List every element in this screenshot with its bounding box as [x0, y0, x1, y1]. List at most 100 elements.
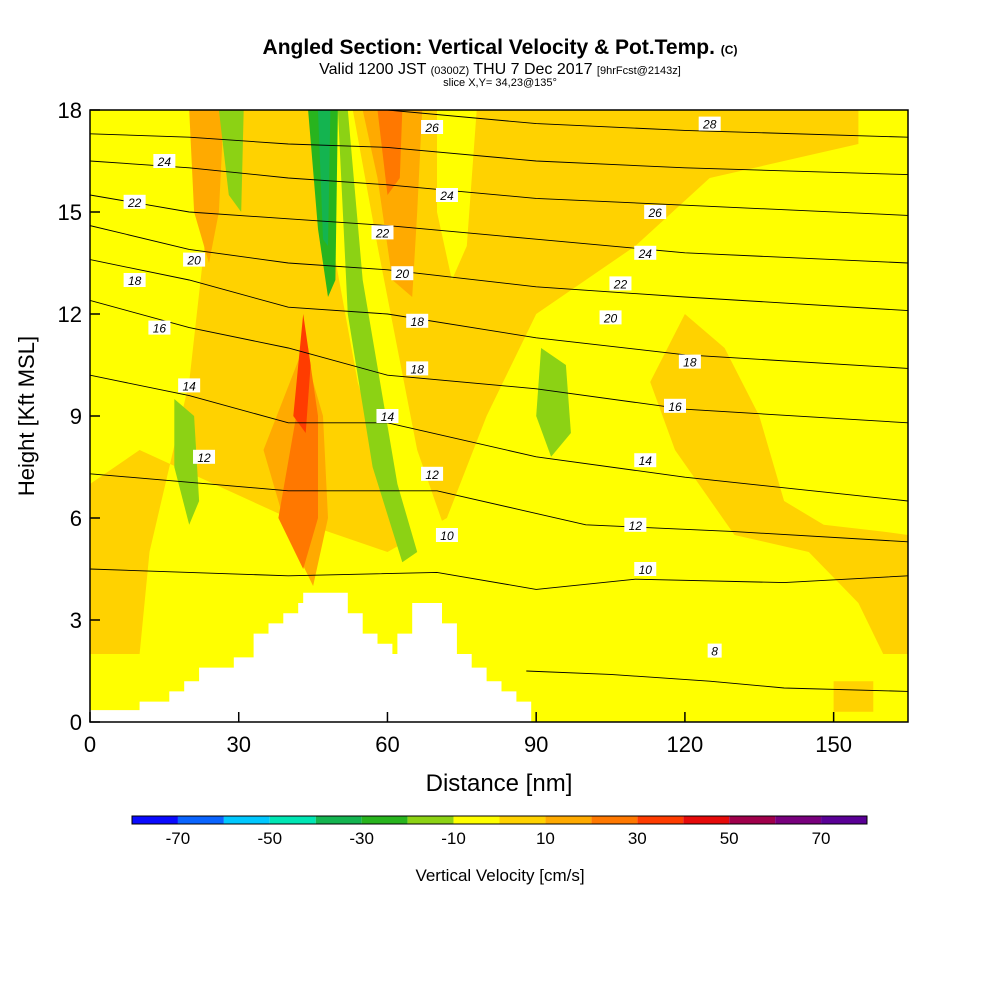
- theta-contour: [90, 225, 908, 312]
- contour-label-bg: [435, 188, 458, 202]
- x-tick-label: 150: [815, 732, 852, 757]
- contour-label-bg: [183, 252, 206, 267]
- contour-label-bg: [406, 361, 429, 376]
- contour-label: 12: [629, 519, 643, 533]
- y-tick-label: 18: [58, 98, 82, 123]
- colorbar-tick-label: 50: [720, 829, 739, 848]
- y-axis-label: Height [Kft MSL]: [14, 336, 39, 496]
- contour-label-bg: [178, 378, 201, 393]
- contour-label: 10: [639, 563, 653, 577]
- colorbar-swatch: [545, 816, 592, 824]
- contour-label: 26: [647, 206, 662, 220]
- colorbar-swatch: [637, 816, 684, 824]
- x-tick-label: 30: [226, 732, 250, 757]
- contour-label-bg: [678, 354, 701, 369]
- colorbar-tick-label: 70: [812, 829, 831, 848]
- colorbar-tick-label: -70: [166, 829, 191, 848]
- y-tick-label: 0: [70, 710, 82, 735]
- theta-contour: [387, 110, 908, 138]
- contour-label: 22: [613, 277, 628, 291]
- colorbar-tick-label: 10: [536, 829, 555, 848]
- contour-label: 26: [424, 121, 439, 135]
- contour-label-bg: [707, 643, 722, 658]
- velocity-region: [318, 110, 331, 246]
- contour-label: 18: [128, 274, 142, 288]
- colorbar-swatch: [775, 816, 822, 824]
- colorbar-swatch: [407, 816, 454, 824]
- velocity-region: [536, 348, 571, 457]
- contour-label: 12: [197, 451, 211, 465]
- contour-label: 18: [411, 362, 425, 376]
- title-text: Angled Section: Vertical Velocity & Pot.…: [262, 36, 715, 59]
- theta-contour: [526, 670, 908, 692]
- contour-label: 14: [182, 379, 196, 393]
- contour-label: 18: [683, 356, 697, 370]
- velocity-region: [278, 348, 318, 569]
- velocity-region: [174, 399, 200, 525]
- velocity-region: [218, 110, 244, 212]
- contour-label: 24: [157, 155, 172, 169]
- contour-label-bg: [634, 453, 657, 468]
- y-tick-label: 6: [70, 506, 82, 531]
- plot-area: 8 10 12 14 16 18 20 22 24 26 28 24 22 20 18 16 14 12 22 20 1…: [90, 110, 908, 722]
- colorbar-tick-label: -50: [258, 829, 283, 848]
- colorbar-tick-label: 30: [628, 829, 647, 848]
- contour-label: 24: [638, 247, 653, 261]
- colorbar-swatch: [683, 816, 730, 824]
- terrain: [90, 592, 908, 722]
- contour-label-bg: [391, 266, 414, 281]
- colorbar-label: Vertical Velocity [cm/s]: [415, 866, 584, 885]
- colorbar-swatch: [591, 816, 638, 824]
- contour-label: 24: [439, 189, 454, 203]
- y-tick-label: 12: [58, 302, 82, 327]
- contour-label-bg: [435, 528, 458, 542]
- contour-label-bg: [634, 245, 657, 260]
- velocity-region: [95, 565, 135, 644]
- contour-label-bg: [153, 154, 176, 168]
- colorbar-swatch: [132, 816, 178, 824]
- contour-label-bg: [406, 313, 429, 328]
- chart-subtitle: Valid 1200 JST (0300Z) THU 7 Dec 2017 [9…: [0, 61, 1000, 79]
- velocity-region: [362, 110, 423, 297]
- valid-utc: (0300Z): [430, 65, 470, 77]
- contour-label-bg: [634, 562, 657, 576]
- contour-label-bg: [599, 310, 622, 325]
- forecast-info: [9hrFcst@2143z]: [596, 65, 681, 77]
- valid-date: THU 7 Dec 2017: [473, 61, 593, 78]
- contour-label: 16: [668, 400, 682, 414]
- colorbar-tick-label: -30: [349, 829, 374, 848]
- contour-label-bg: [371, 225, 394, 240]
- contour-label: 28: [702, 118, 717, 132]
- y-tick-label: 9: [70, 404, 82, 429]
- velocity-region: [293, 314, 311, 433]
- velocity-region: [833, 681, 874, 712]
- colorbar-swatch: [821, 816, 867, 824]
- contour-label: 18: [411, 315, 425, 329]
- colorbar-swatch: [269, 816, 316, 824]
- contour-label: 14: [639, 454, 653, 468]
- colorbar-frame: [131, 815, 868, 825]
- contour-label-bg: [663, 398, 686, 413]
- contour-label: 8: [711, 645, 718, 659]
- velocity-region: [650, 314, 908, 654]
- contour-label: 20: [603, 311, 618, 325]
- contour-label-bg: [644, 205, 667, 219]
- x-tick-label: 120: [667, 732, 704, 757]
- contour-label-bg: [123, 273, 146, 287]
- colorbar-tick-label: -10: [441, 829, 466, 848]
- y-tick-label: 3: [70, 608, 82, 633]
- contour-label: 22: [127, 196, 142, 210]
- y-tick-label: 15: [58, 200, 82, 225]
- velocity-region: [377, 110, 403, 195]
- contour-label: 14: [381, 410, 395, 424]
- theta-contour: [90, 133, 908, 176]
- x-axis-label: Distance [nm]: [426, 770, 573, 797]
- slice-info: slice X,Y= 34,23@135°: [443, 77, 557, 89]
- colorbar-swatch: [223, 816, 270, 824]
- velocity-region: [337, 110, 418, 563]
- colorbar-swatch: [315, 816, 362, 824]
- valid-prefix: Valid 1200 JST: [319, 61, 427, 78]
- theta-contour: [90, 160, 908, 216]
- colorbar-swatch: [729, 816, 776, 824]
- contour-label-bg: [421, 466, 444, 481]
